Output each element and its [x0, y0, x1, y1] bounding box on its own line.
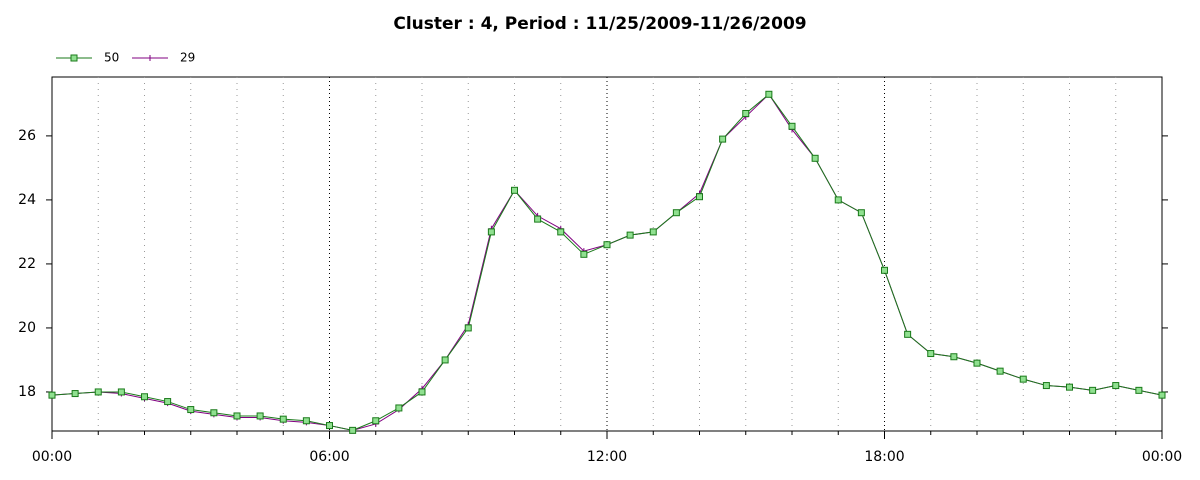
point — [1089, 386, 1097, 394]
point — [94, 388, 102, 396]
point — [672, 209, 680, 217]
point — [511, 186, 518, 194]
x-tick-label: 18:00 — [864, 449, 904, 465]
point — [904, 330, 912, 338]
legend-marker — [70, 54, 78, 62]
legend-label: 50 — [104, 51, 119, 65]
y-tick-label: 24 — [18, 192, 36, 208]
point — [881, 266, 888, 274]
point — [1042, 382, 1050, 390]
point — [418, 388, 426, 396]
point — [326, 422, 333, 430]
point — [603, 241, 611, 249]
point — [187, 406, 195, 414]
point — [164, 398, 172, 406]
point — [210, 409, 218, 417]
point — [788, 122, 796, 130]
point — [649, 228, 657, 236]
point — [279, 415, 287, 423]
legend-label: 29 — [180, 51, 195, 65]
point — [834, 196, 842, 204]
point — [71, 390, 79, 398]
point — [765, 90, 773, 98]
point — [464, 324, 472, 332]
point — [996, 367, 1004, 375]
point — [48, 391, 56, 399]
point — [1019, 375, 1027, 383]
point — [256, 412, 264, 420]
point — [372, 417, 380, 425]
point — [487, 228, 495, 236]
y-tick-label: 18 — [18, 384, 36, 400]
point — [626, 231, 634, 239]
point — [857, 209, 865, 217]
y-tick-label: 22 — [18, 256, 36, 272]
point — [349, 426, 357, 434]
point — [1066, 383, 1073, 391]
point — [927, 350, 935, 358]
series-line — [51, 93, 1163, 431]
point — [117, 388, 125, 396]
y-tick-label: 20 — [18, 320, 36, 336]
point — [557, 228, 565, 236]
point — [719, 135, 727, 143]
point — [1158, 391, 1166, 399]
point — [441, 356, 449, 364]
point — [302, 417, 310, 425]
point — [141, 393, 148, 401]
chart-title: Cluster : 4, Period : 11/25/2009-11/26/2… — [393, 14, 806, 34]
x-tick-label: 06:00 — [309, 449, 349, 465]
point — [811, 154, 819, 162]
point — [1135, 386, 1143, 394]
point — [534, 215, 542, 223]
x-tick-label: 00:00 — [32, 449, 72, 465]
point — [233, 412, 241, 420]
legend-marker — [147, 55, 153, 61]
series-line — [51, 93, 1163, 431]
point — [973, 359, 981, 367]
x-tick-label: 12:00 — [587, 449, 627, 465]
point — [1112, 382, 1120, 390]
point — [580, 250, 588, 258]
point — [696, 193, 703, 201]
x-tick-label: 00:00 — [1142, 449, 1182, 465]
point — [742, 109, 750, 117]
point — [395, 404, 403, 412]
y-tick-label: 26 — [18, 128, 36, 144]
point — [950, 353, 958, 361]
